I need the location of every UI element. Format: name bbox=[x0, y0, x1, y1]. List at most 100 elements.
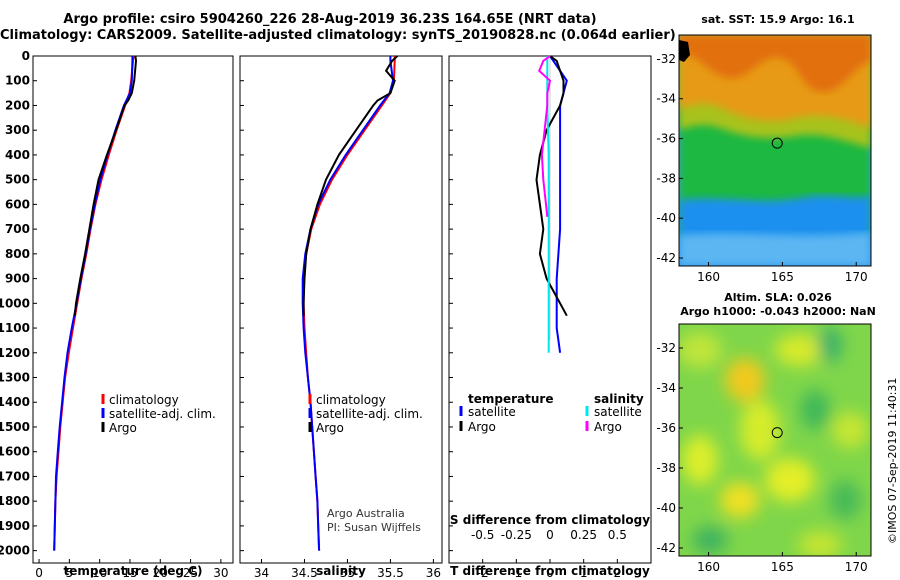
map-lon-label: 160 bbox=[697, 270, 720, 284]
map-lat-label: -38 bbox=[656, 461, 676, 475]
series-line bbox=[73, 55, 138, 316]
s-diff-tick-label: -0.5 bbox=[471, 528, 494, 542]
legend-t-argo-label: Argo bbox=[468, 420, 496, 434]
legend-salinity-title: salinity bbox=[594, 392, 644, 406]
x-tick-label: -2 bbox=[477, 566, 489, 580]
sla-blob bbox=[832, 412, 868, 448]
x-tick-label: 34.5 bbox=[291, 566, 318, 580]
figure-title-line1: Argo profile: csiro 5904260_226 28-Aug-2… bbox=[63, 12, 597, 27]
map-lat-label: -40 bbox=[656, 501, 676, 515]
sla-map-title: Altim. SLA: 0.026 bbox=[724, 291, 832, 304]
float-position-marker bbox=[771, 427, 783, 439]
depth-tick-label: 500 bbox=[5, 173, 30, 187]
x-tick-label: 10 bbox=[92, 566, 107, 580]
map-lat-label: -32 bbox=[656, 341, 676, 355]
depth-tick-label: 1900 bbox=[0, 519, 30, 533]
depth-tick-label: 1800 bbox=[0, 494, 30, 508]
s-diff-axis-label: S difference from climatology bbox=[450, 513, 650, 527]
depth-tick-label: 400 bbox=[5, 148, 30, 162]
sst-southern-water bbox=[679, 232, 871, 266]
sla-blob bbox=[679, 332, 722, 368]
x-axis-label: salinity bbox=[316, 564, 366, 578]
map-lat-label: -34 bbox=[656, 381, 676, 395]
series-line bbox=[546, 56, 550, 353]
map-lat-label: -42 bbox=[656, 541, 676, 555]
sla-blob bbox=[740, 400, 780, 460]
map-lat-label: -36 bbox=[656, 132, 676, 146]
sla-blob bbox=[798, 531, 842, 556]
s-diff-tick-label: 0.25 bbox=[570, 528, 597, 542]
x-tick-label: -1 bbox=[510, 566, 522, 580]
map-lat-label: -42 bbox=[656, 251, 676, 265]
sla-blob bbox=[725, 358, 765, 402]
series-line bbox=[549, 55, 568, 353]
depth-tick-label: 1000 bbox=[0, 296, 30, 310]
map-lat-label: -40 bbox=[656, 211, 676, 225]
map-lat-label: -32 bbox=[656, 52, 676, 66]
sla-blob bbox=[720, 482, 760, 518]
float-position-marker bbox=[771, 137, 783, 149]
depth-tick-label: 800 bbox=[5, 247, 30, 261]
legend-satellite-label: satellite-adj. clim. bbox=[109, 407, 216, 421]
x-axis-label: T difference from climatology bbox=[450, 564, 650, 578]
depth-tick-label: 300 bbox=[5, 123, 30, 137]
x-tick-label: 30 bbox=[213, 566, 228, 580]
depth-tick-label: 100 bbox=[5, 74, 30, 88]
legend-climatology-label: climatology bbox=[109, 393, 179, 407]
depth-tick-label: 1200 bbox=[0, 346, 30, 360]
map-lon-label: 165 bbox=[771, 560, 794, 574]
x-tick-label: 25 bbox=[183, 566, 198, 580]
map-lon-label: 170 bbox=[845, 270, 868, 284]
series-line bbox=[302, 55, 398, 316]
depth-tick-label: 1100 bbox=[0, 321, 30, 335]
sla-blob bbox=[692, 526, 728, 554]
legend-satellite-label: satellite-adj. clim. bbox=[316, 407, 423, 421]
sla-blob bbox=[682, 435, 718, 485]
s-diff-tick-label: -0.25 bbox=[501, 528, 532, 542]
x-tick-label: 35.5 bbox=[377, 566, 404, 580]
series-line bbox=[535, 55, 568, 317]
x-tick-label: 0 bbox=[35, 566, 43, 580]
plot-frame bbox=[32, 55, 234, 564]
credit-line2: PI: Susan Wijffels bbox=[327, 521, 421, 534]
legend-s-satellite-label: satellite bbox=[594, 405, 642, 419]
map-lat-label: -38 bbox=[656, 171, 676, 185]
plot-frame bbox=[239, 55, 443, 564]
legend-t-satellite-label: satellite bbox=[468, 405, 516, 419]
x-tick-label: 0 bbox=[546, 566, 554, 580]
series-line bbox=[538, 55, 552, 217]
map-lon-label: 165 bbox=[771, 270, 794, 284]
sla-blob bbox=[765, 458, 815, 502]
s-diff-tick-label: 0.5 bbox=[608, 528, 627, 542]
x-tick-label: 34 bbox=[254, 566, 269, 580]
map-frame bbox=[678, 34, 872, 267]
series-line bbox=[301, 56, 395, 551]
depth-tick-label: 600 bbox=[5, 197, 30, 211]
sla-blob bbox=[775, 334, 825, 366]
sla-blob bbox=[800, 390, 830, 430]
s-diff-tick-label: 0 bbox=[546, 528, 554, 542]
legend-argo-label: Argo bbox=[109, 421, 137, 435]
sla-blob bbox=[818, 327, 842, 363]
x-tick-label: 35 bbox=[340, 566, 355, 580]
series-line bbox=[53, 55, 135, 551]
legend-s-argo-label: Argo bbox=[594, 420, 622, 434]
map-lon-label: 170 bbox=[845, 560, 868, 574]
x-tick-label: 5 bbox=[66, 566, 74, 580]
map-lat-label: -34 bbox=[656, 92, 676, 106]
sla-map bbox=[679, 324, 871, 556]
sla-map-subtitle: Argo h1000: -0.043 h2000: NaN bbox=[680, 305, 876, 318]
series-line bbox=[53, 56, 134, 551]
legend-climatology-label: climatology bbox=[316, 393, 386, 407]
sst-coastline bbox=[679, 40, 690, 62]
depth-tick-label: 2000 bbox=[0, 544, 30, 558]
sla-blob bbox=[829, 480, 861, 520]
depth-tick-label: 1500 bbox=[0, 420, 30, 434]
sst-map bbox=[679, 35, 871, 266]
credit-line1: Argo Australia bbox=[327, 507, 405, 520]
x-tick-label: 1 bbox=[580, 566, 588, 580]
sst-map-title: sat. SST: 15.9 Argo: 16.1 bbox=[701, 13, 855, 26]
map-lon-label: 160 bbox=[697, 560, 720, 574]
